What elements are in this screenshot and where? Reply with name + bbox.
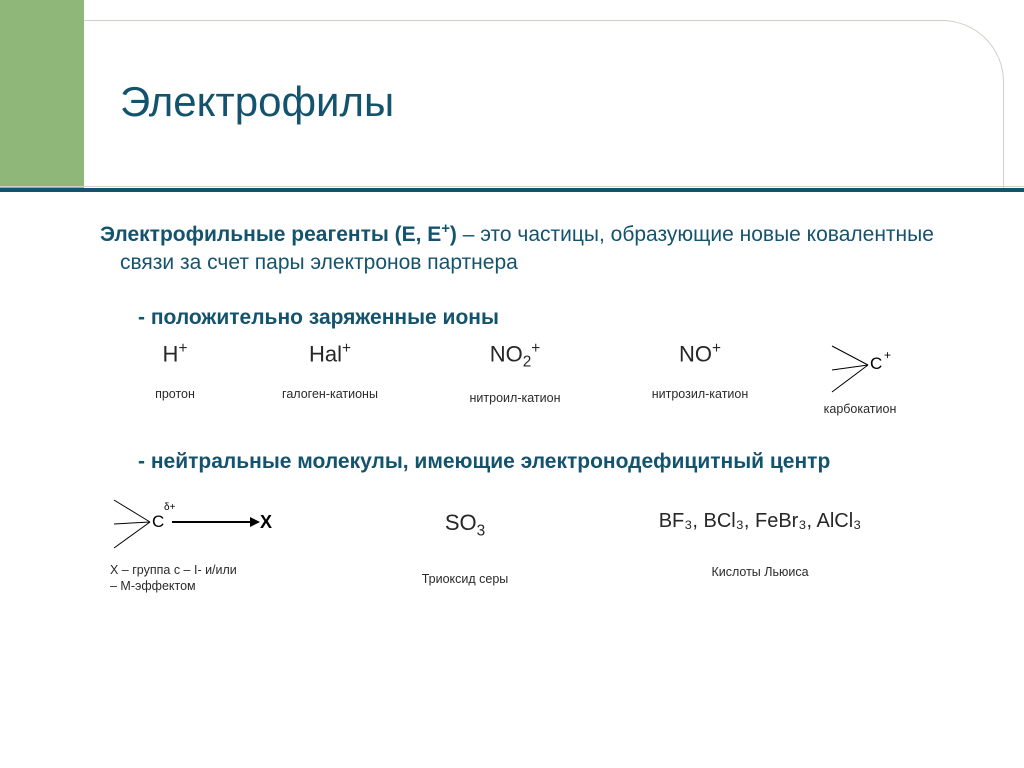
neutral-carbo-icon: [110, 494, 320, 554]
formula-no: NO+: [679, 340, 721, 367]
definition-text: Электрофильные реагенты (E, E+) – это ча…: [100, 220, 984, 278]
formula-h-base: H: [163, 341, 179, 366]
definition-bold2: ): [450, 223, 457, 246]
formula-no2-sub: 2: [523, 353, 532, 370]
formula-no-base: NO: [679, 341, 712, 366]
decorative-green-block: [0, 0, 84, 190]
ion-halogen: Hal+ галоген-катионы: [240, 340, 420, 401]
ion-carbocation: C + карбокатион: [790, 340, 930, 416]
caption-nitroyl: нитроил-катион: [470, 391, 561, 405]
caption-halogen: галоген-катионы: [282, 387, 378, 401]
formula-lewis: BF₃, BCl₃, FeBr₃, AlCl₃: [659, 510, 862, 533]
caption-lewis: Кислоты Льюиса: [711, 565, 808, 579]
caption-proton: протон: [155, 387, 195, 401]
content-area: Электрофильные реагенты (E, E+) – это ча…: [100, 220, 984, 594]
formula-no2-base: NO: [490, 341, 523, 366]
neutral-carbo-x: X: [260, 512, 272, 533]
formula-so3-base: SO: [445, 510, 477, 535]
neutral-lewis: BF₃, BCl₃, FeBr₃, AlCl₃ Кислоты Льюиса: [590, 494, 930, 579]
neutral-carbo-caption-l2: – М-эффектом: [110, 579, 196, 593]
ion-nitroyl: NO2+ нитроил-катион: [420, 340, 610, 406]
definition-bold: Электрофильные реагенты (E, E: [100, 223, 441, 246]
neutral-row: C δ+ X X – группа с – I- и/или – М-эффек…: [110, 494, 984, 595]
neutral-carbo-c: C: [152, 512, 164, 532]
formula-hal-base: Hal: [309, 341, 342, 366]
caption-nitrosyl: нитрозил-катион: [652, 387, 749, 401]
formula-so3-sub: 3: [477, 522, 486, 539]
ion-nitrosyl: NO+ нитрозил-катион: [610, 340, 790, 401]
formula-no2: NO2+: [490, 340, 541, 372]
formula-no2-sup: +: [531, 340, 540, 357]
carbocation-diagram: C +: [820, 340, 900, 396]
divider-thick: [0, 188, 1024, 192]
carbocation-c: C: [870, 354, 882, 374]
neutral-carbo-caption: X – группа с – I- и/или – М-эффектом: [110, 562, 237, 595]
slide-title: Электрофилы: [120, 78, 394, 126]
divider-thin: [0, 186, 1024, 187]
ion-proton: H+ протон: [110, 340, 240, 401]
caption-so3: Триоксид серы: [422, 572, 509, 586]
formula-no-sup: +: [712, 340, 721, 357]
subheading-neutral: - нейтральные молекулы, имеющие электрон…: [138, 450, 984, 474]
formula-h: H+: [163, 340, 188, 367]
neutral-carbo-diagram: C δ+ X: [110, 494, 320, 554]
neutral-carbo-col: C δ+ X X – группа с – I- и/или – М-эффек…: [110, 494, 340, 595]
definition-sup: +: [441, 221, 450, 237]
ions-row: H+ протон Hal+ галоген-катионы NO2+ нитр…: [110, 340, 984, 416]
neutral-so3: SO3 Триоксид серы: [340, 494, 590, 586]
neutral-carbo-caption-l1: X – группа с – I- и/или: [110, 563, 237, 577]
formula-hal-sup: +: [342, 340, 351, 357]
formula-h-sup: +: [178, 340, 187, 357]
neutral-carbo-delta: δ+: [164, 502, 175, 513]
carbocation-charge: +: [884, 348, 891, 362]
subheading-ions: - положительно заряженные ионы: [138, 306, 984, 330]
caption-carbocation: карбокатион: [824, 402, 897, 416]
formula-hal: Hal+: [309, 340, 351, 367]
formula-so3: SO3: [445, 510, 485, 540]
